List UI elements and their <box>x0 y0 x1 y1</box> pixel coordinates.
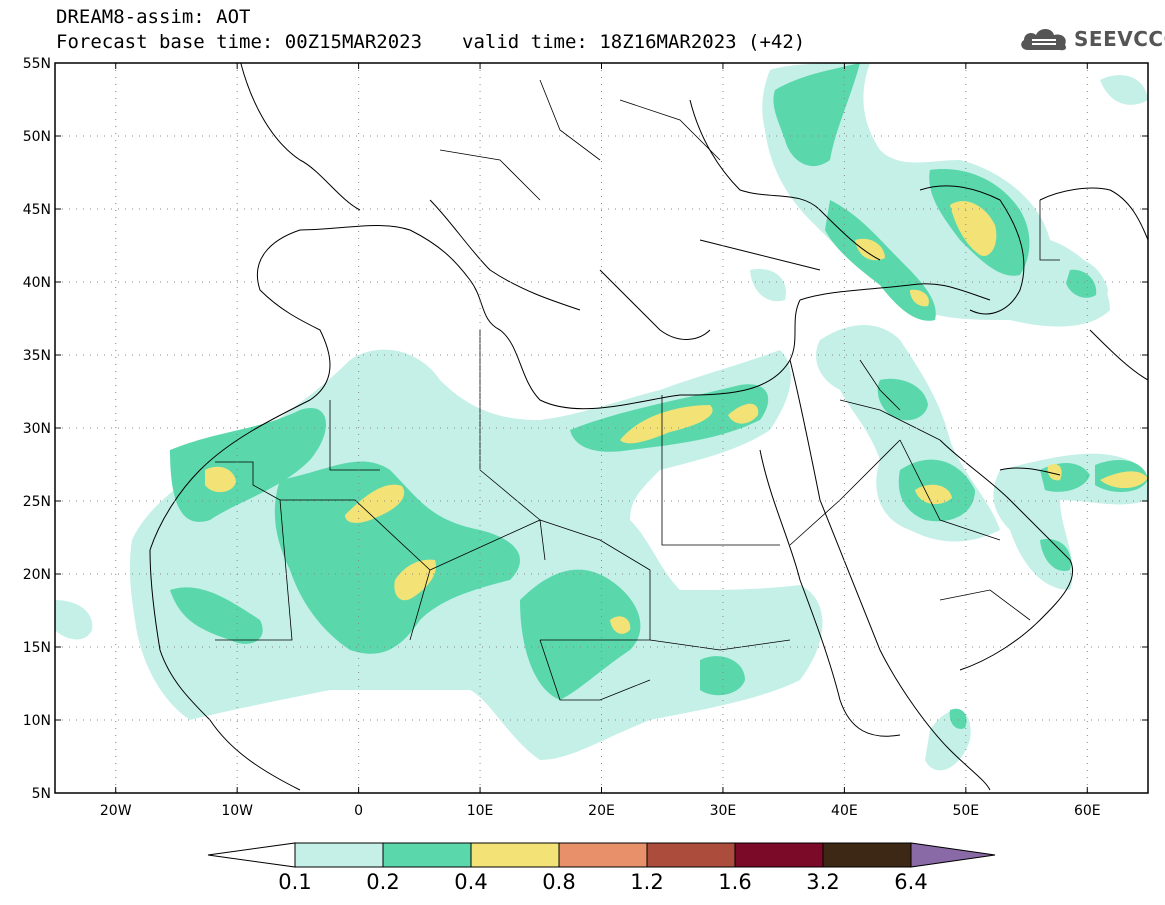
country-borders <box>215 79 1060 701</box>
lon-label: 0 <box>354 803 363 819</box>
seevccc-logo: SEEVCCC <box>1018 24 1165 54</box>
lat-label: 15N <box>23 640 51 656</box>
aot-level-0.4 <box>205 201 1148 634</box>
lat-label: 35N <box>23 348 51 364</box>
base-time: Forecast base time: 00Z15MAR2023 <box>56 31 423 53</box>
lat-label: 25N <box>23 494 51 510</box>
axis-ticks <box>55 62 1148 794</box>
colorbar-segment <box>294 842 384 868</box>
colorbar-segment <box>734 842 824 868</box>
lon-label: 60E <box>1074 803 1101 819</box>
valid-time: valid time: 18Z16MAR2023 (+42) <box>462 31 806 53</box>
colorbar-label: 3.2 <box>806 870 840 894</box>
lat-label: 40N <box>23 275 51 291</box>
colorbar-segment <box>382 842 472 868</box>
colorbar-label: 1.6 <box>718 870 752 894</box>
lat-label: 50N <box>23 129 51 145</box>
colorbar-label: 0.2 <box>366 870 400 894</box>
lon-label: 10W <box>221 803 253 819</box>
lat-label: 30N <box>23 421 51 437</box>
lon-label: 30E <box>710 803 737 819</box>
lon-label: 40E <box>831 803 858 819</box>
colorbar-label: 0.8 <box>542 870 576 894</box>
lon-label: 50E <box>952 803 979 819</box>
lon-label: 20W <box>100 803 132 819</box>
lat-label: 5N <box>32 786 51 802</box>
colorbar-segment <box>822 842 912 868</box>
longitude-labels: 20W 10W 0 10E 20E 30E 40E 50E 60E <box>100 803 1101 819</box>
colorbar-label: 6.4 <box>894 870 928 894</box>
latitude-labels: 55N 50N 45N 40N 35N 30N 25N 20N 15N 10N 5N <box>23 56 51 802</box>
colorbar-under-triangle <box>207 842 296 868</box>
colorbar-over-triangle <box>910 842 996 868</box>
cloud-icon <box>1021 29 1067 51</box>
colorbar-label: 0.1 <box>278 870 312 894</box>
forecast-times: Forecast base time: 00Z15MAR2023 valid ti… <box>56 31 805 53</box>
map-title: DREAM8-assim: AOT <box>56 6 251 28</box>
colorbar-segment <box>646 842 736 868</box>
lon-label: 20E <box>588 803 615 819</box>
colorbar-segment <box>558 842 648 868</box>
colorbar-label: 1.2 <box>630 870 664 894</box>
colorbar <box>207 842 996 868</box>
colorbar-segment <box>470 842 560 868</box>
logo-text: SEEVCCC <box>1074 27 1165 51</box>
colorbar-label: 0.4 <box>454 870 488 894</box>
lat-label: 45N <box>23 202 51 218</box>
coastlines <box>149 63 1148 791</box>
lat-label: 20N <box>23 567 51 583</box>
lon-label: 10E <box>467 803 494 819</box>
lat-label: 10N <box>23 713 51 729</box>
grid-lines <box>55 63 1148 793</box>
lat-label: 55N <box>23 56 51 72</box>
